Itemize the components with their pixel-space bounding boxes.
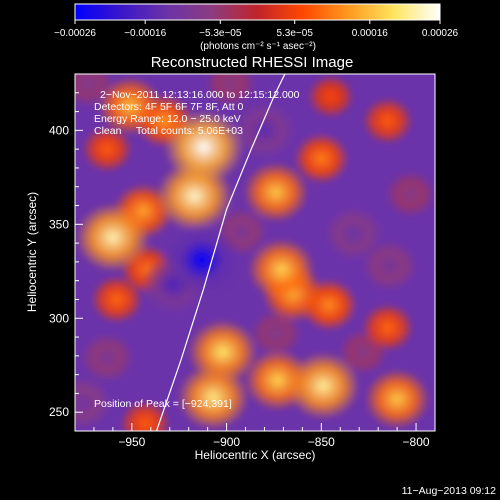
x-tick-label: −900: [213, 435, 240, 449]
colorbar-frame: [74, 3, 441, 21]
colorbar-tick-label: 0.00026: [422, 28, 459, 39]
annotation-clean-counts: Clean Total counts: 5.06E+03: [94, 125, 243, 137]
heatmap-blob: [362, 304, 414, 352]
y-tick-label: 350: [49, 217, 69, 231]
x-tick-label: −800: [403, 435, 430, 449]
colorbar-ticks: −0.00026 −0.00016 −5.3e−05 5.3e−05 0.00016 0.…: [54, 20, 459, 39]
heatmap-blob: [362, 98, 413, 144]
x-axis-ticks: −950 −900 −850 −800: [74, 423, 436, 449]
annotation-time-range: 2−Nov−2011 12:13:16.000 to 12:15:12.000: [100, 89, 300, 101]
heatmap-blob: [91, 275, 143, 324]
heatmap-blob: [75, 376, 111, 429]
solar-limb-line: [155, 74, 286, 431]
colorbar-tick-label: −0.00026: [54, 28, 96, 39]
heatmap-blob: [233, 102, 296, 159]
heatmap-blob: [248, 238, 315, 300]
date-stamp: 11−Aug−2013 09:12: [402, 485, 497, 497]
heatmap-blob: [82, 126, 132, 172]
annotation-detectors: Detectors: 4F 5F 6F 7F 8F, Att 0: [94, 101, 244, 113]
heatmap-blob: [364, 369, 430, 429]
heatmap-image: [75, 74, 435, 431]
y-axis-ticks: 250 300 350 400: [49, 73, 83, 432]
colorbar-unit-label: (photons cm⁻² s⁻¹ asec⁻²): [200, 41, 316, 52]
heatmap-blob: [75, 203, 151, 272]
y-tick-label: 250: [49, 405, 69, 419]
heatmap-blob: [324, 207, 383, 261]
heatmap-blob: [120, 400, 170, 431]
heatmap-blob: [205, 74, 256, 107]
y-axis-label: Heliocentric Y (arcsec): [25, 192, 39, 312]
colorbar: [75, 4, 440, 20]
annotation-peak-position: Position of Peak = [−924,391]: [94, 398, 232, 410]
x-tick-label: −850: [308, 435, 335, 449]
heatmap-blob: [286, 352, 360, 420]
annotation-energy-range: Energy Range: 12.0 − 25.0 keV: [94, 113, 241, 125]
colorbar-tick-label: 0.00016: [352, 28, 389, 39]
colorbar-tick-label: −0.00016: [124, 28, 166, 39]
x-tick-label: −950: [118, 435, 145, 449]
y-tick-label: 400: [49, 123, 69, 137]
heatmap-blob: [294, 133, 349, 184]
heatmap-blob: [385, 171, 435, 218]
x-axis-label: Heliocentric X (arcsec): [195, 448, 316, 462]
heatmap-blob: [161, 223, 242, 297]
y-tick-label: 300: [49, 311, 69, 325]
heatmap-blob: [98, 76, 162, 135]
heatmap-blob: [243, 162, 309, 223]
heatmap-blob: [307, 75, 354, 118]
heatmap-blob: [362, 240, 417, 291]
colorbar-tick-label: 5.3e−05: [276, 28, 313, 39]
heatmap-blob: [80, 333, 134, 383]
plot-frame: [74, 73, 436, 432]
colorbar-tick-label: −5.3e−05: [199, 28, 242, 39]
heatmap-blob: [177, 364, 250, 431]
heatmap-blob: [163, 110, 244, 185]
chart-title: Reconstructed RHESSI Image: [151, 54, 354, 71]
